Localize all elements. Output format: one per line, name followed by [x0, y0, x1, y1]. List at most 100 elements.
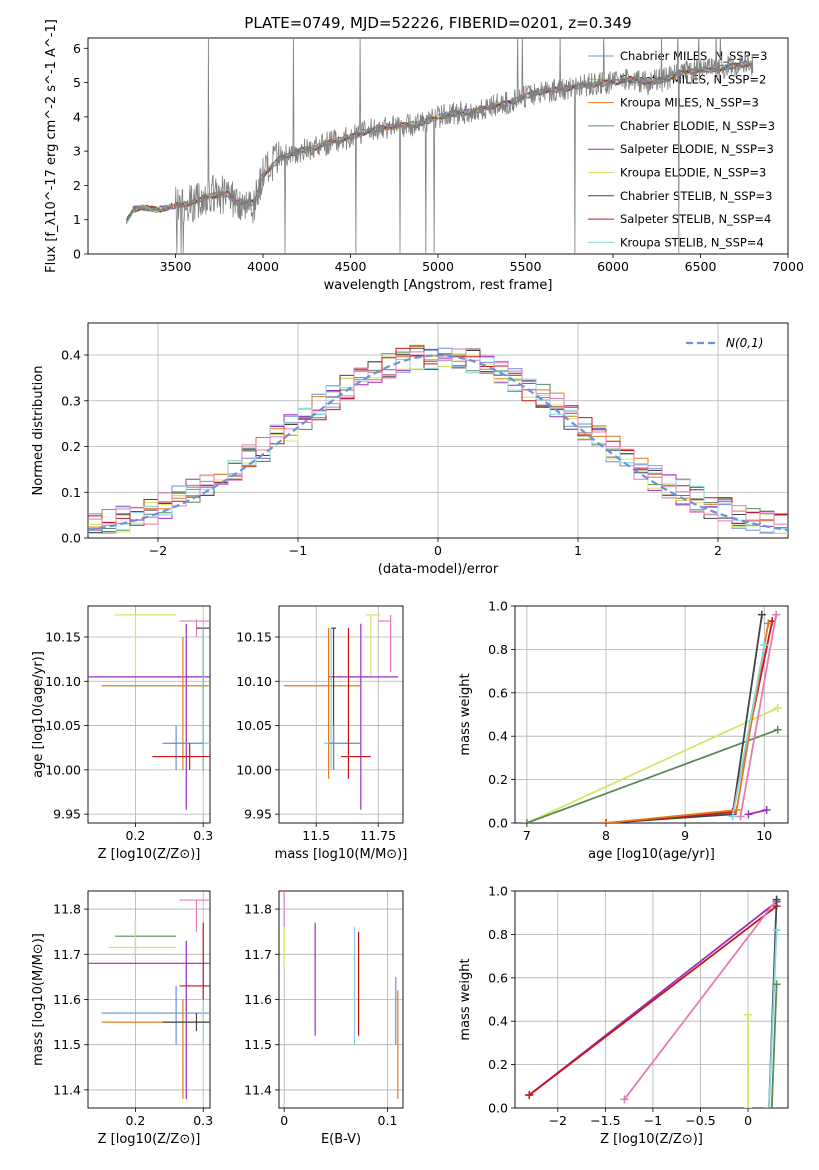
plot-area-mass_vs_ebv: [283, 891, 399, 1099]
mass-weight-line: [731, 644, 766, 817]
panel-residuals: N(0,1) −2 −1 0 1 2 0.0 0.1 0.2 0.3 0.4 (data-model)…: [31, 322, 789, 577]
mass-weight-line: [526, 707, 779, 823]
axes-frame: [87, 890, 211, 1109]
legend-label: Chabrier ELODIE, N_SSP=3: [620, 119, 775, 133]
x-tick-label: 0.2: [125, 1113, 145, 1128]
x-tick-label: 9: [681, 828, 689, 843]
x-axis-label: E(B-V): [321, 1132, 361, 1147]
y-tick-label: 0.6: [488, 685, 508, 700]
mass-weight-line: [526, 728, 779, 823]
x-tick-label: 7000: [772, 259, 804, 274]
y-tick-label: 6: [73, 41, 81, 56]
x-tick-label: 0: [434, 543, 442, 558]
plot-area-massweight_vs_Z: [525, 895, 781, 1108]
y-tick-label: 10.00: [45, 762, 81, 777]
x-tick-label: 10: [756, 828, 772, 843]
x-tick-label: 0: [744, 1113, 752, 1128]
x-tick-label: 8: [602, 828, 610, 843]
y-tick-label: 11.8: [244, 902, 272, 917]
x-tick-label: 2: [714, 543, 722, 558]
residual-histogram: [88, 348, 788, 526]
x-tick-label: 0.3: [193, 1113, 213, 1128]
y-axis-label: mass weight: [458, 958, 473, 1040]
axes-frame: [87, 322, 789, 539]
y-tick-label: 0.2: [61, 439, 81, 454]
legend-label: N(0,1): [726, 336, 763, 350]
y-tick-label: 11.8: [53, 902, 81, 917]
x-tick-label: 5500: [510, 259, 542, 274]
y-tick-label: 11.6: [244, 992, 272, 1007]
y-tick-label: 10.15: [45, 630, 81, 645]
x-axis-label: Z [log10(Z/Z⊙)]: [600, 1132, 703, 1147]
y-tick-label: 0.2: [488, 1057, 508, 1072]
legend-label: Kroupa ELODIE, N_SSP=3: [620, 166, 766, 180]
y-axis-label: mass weight: [458, 673, 473, 755]
y-tick-label: 11.6: [53, 992, 81, 1007]
x-tick-label: 0.3: [193, 828, 213, 843]
panel-age_vs_Z: 0.2 0.3 9.95 10.00 10.05 10.10 10.15 Z [log10(Z…: [31, 605, 213, 862]
plot-area-spectrum: [126, 38, 754, 254]
mass-weight-line: [605, 614, 763, 823]
y-tick-label: 0.8: [488, 642, 508, 657]
x-tick-label: 0.1: [378, 1113, 398, 1128]
x-tick-label: 11.5: [302, 828, 330, 843]
x-tick-label: 11.75: [360, 828, 396, 843]
axes-frame: [87, 605, 211, 824]
legend-label: Chabrier STELIB, N_SSP=3: [620, 189, 772, 203]
plot-area-residuals: [88, 344, 788, 534]
y-tick-label: 0.2: [488, 772, 508, 787]
x-tick-label: 0: [280, 1113, 288, 1128]
y-tick-label: 10.00: [236, 762, 272, 777]
y-tick-label: 10.05: [45, 718, 81, 733]
y-tick-label: 0.0: [488, 1101, 508, 1116]
x-tick-label: −2: [149, 543, 167, 558]
y-tick-label: 1: [73, 212, 81, 227]
y-tick-label: 2: [73, 178, 81, 193]
y-tick-label: 1.0: [488, 599, 508, 614]
y-axis-label: Flux [f_λ10^-17 erg cm^-2 s^-1 A^-1]: [44, 19, 59, 273]
x-tick-label: 4500: [335, 259, 367, 274]
plot-area-massweight_vs_age: [522, 610, 782, 823]
x-tick-label: 3500: [160, 259, 192, 274]
x-axis-label: mass [log10(M/M⊙)]: [275, 847, 408, 862]
y-tick-label: 11.5: [244, 1037, 272, 1052]
y-tick-label: 9.95: [244, 807, 272, 822]
y-tick-label: 10.10: [45, 674, 81, 689]
y-tick-label: 5: [73, 75, 81, 90]
x-tick-label: −0.5: [685, 1113, 715, 1128]
x-tick-label: −1: [644, 1113, 662, 1128]
panel-mass_vs_Z: 0.2 0.3 11.4 11.5 11.6 11.7 11.8 Z [log10(Z/Z⊙)…: [31, 890, 213, 1147]
x-axis-label: Z [log10(Z/Z⊙)]: [98, 1132, 201, 1147]
y-tick-label: 10.10: [236, 674, 272, 689]
mass-weight-line: [739, 614, 777, 817]
plot-area-age_vs_Z: [88, 614, 210, 810]
axes-frame: [514, 890, 789, 1109]
x-tick-label: 7: [523, 828, 531, 843]
y-tick-label: 11.4: [53, 1082, 81, 1097]
y-tick-label: 0.3: [61, 393, 81, 408]
x-tick-label: 4000: [247, 259, 279, 274]
x-tick-label: 6000: [597, 259, 629, 274]
panel-age_vs_mass: 11.5 11.75 9.95 10.00 10.05 10.10 10.15 mass [l…: [236, 605, 408, 862]
x-tick-label: 0.2: [125, 828, 145, 843]
axes-frame: [278, 890, 404, 1109]
y-tick-label: 0.0: [488, 816, 508, 831]
y-axis-label: mass [log10(M/M⊙)]: [31, 933, 46, 1066]
data-spectrum: [126, 38, 754, 254]
x-tick-label: 1: [574, 543, 582, 558]
plot-area-mass_vs_Z: [88, 899, 210, 1099]
y-tick-label: 1.0: [488, 884, 508, 899]
y-tick-label: 10.15: [236, 630, 272, 645]
mass-weight-line: [528, 905, 778, 1096]
y-tick-label: 3: [73, 144, 81, 159]
x-axis-label: Z [log10(Z/Z⊙)]: [98, 847, 201, 862]
y-tick-label: 0.4: [488, 729, 508, 744]
x-tick-label: 5000: [422, 259, 454, 274]
x-tick-label: −2: [549, 1113, 567, 1128]
panel-massweight_vs_Z: −2 −1.5 −1 −0.5 0 0.0 0.2 0.4 0.6 0.8 1.0 Z [log10(…: [458, 884, 789, 1147]
legend-label: Kroupa MILES, N_SSP=3: [620, 96, 759, 110]
axes-frame: [278, 605, 404, 824]
y-tick-label: 0.6: [488, 970, 508, 985]
